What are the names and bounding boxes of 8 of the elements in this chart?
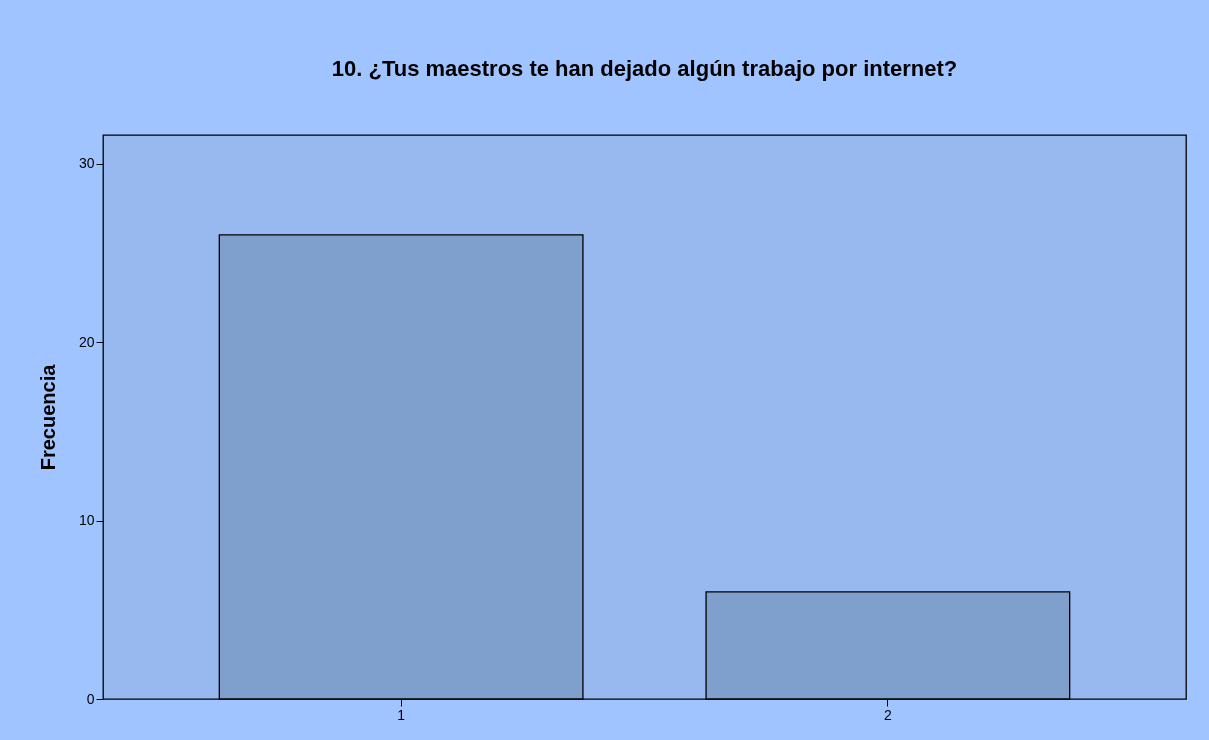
chart-title: 10. ¿Tus maestros te han dejado algún trabajo por internet?	[331, 56, 958, 81]
x-tick-label: 2	[883, 706, 892, 723]
x-tick-label: 1	[397, 706, 406, 723]
y-tick-label: 10	[78, 512, 95, 529]
y-tick-label: 30	[78, 155, 95, 172]
y-tick-label: 20	[78, 333, 95, 350]
y-axis-title: Frecuencia	[36, 363, 59, 471]
y-tick-label: 0	[86, 690, 95, 707]
